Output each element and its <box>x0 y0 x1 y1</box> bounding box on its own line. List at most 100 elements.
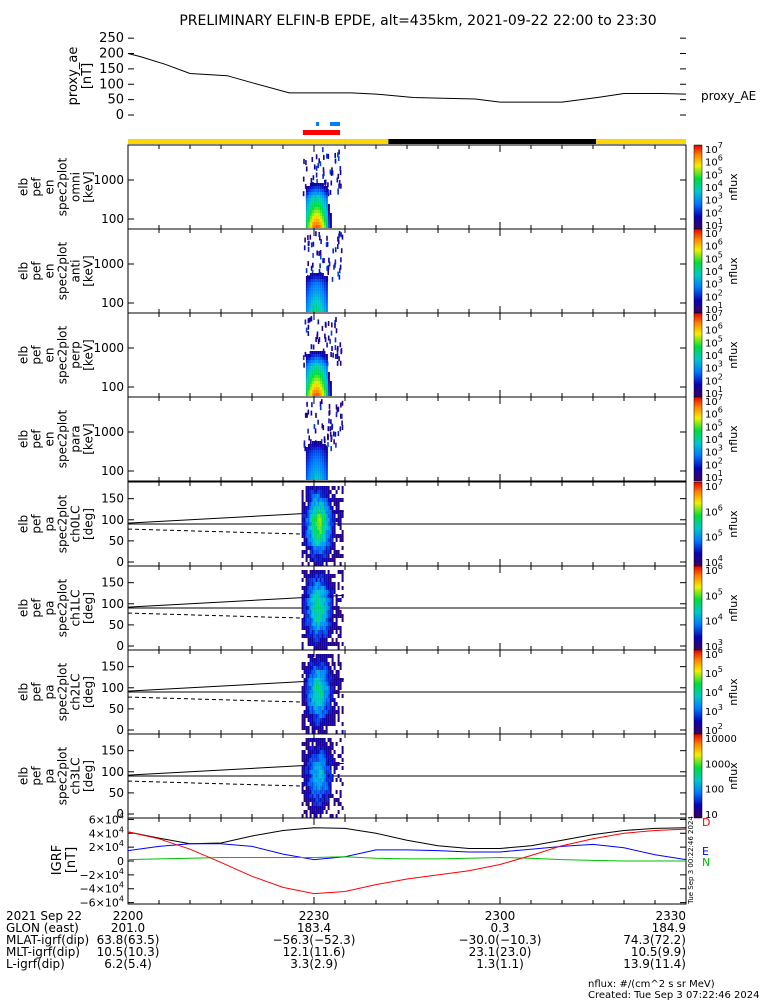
pitch-angle-cell <box>323 698 326 702</box>
pitch-angle-cell <box>325 494 328 498</box>
pitch-angle-cell <box>329 530 332 534</box>
pitch-angle-cell <box>317 698 320 702</box>
pitch-angle-cell <box>321 582 324 586</box>
pitch-angle-cell <box>303 682 306 686</box>
spectrogram-cell <box>313 390 316 393</box>
spectrogram-cell <box>319 216 322 219</box>
pitch-angle-cell <box>329 594 332 598</box>
spectrogram-cell <box>315 288 318 291</box>
pitch-angle-cells <box>301 738 344 818</box>
spectrogram-cell <box>311 360 314 363</box>
pitch-angle-cell <box>319 486 322 490</box>
spectrogram-cell <box>309 477 312 480</box>
pitch-angle-cell <box>307 530 310 534</box>
spectrogram-cell <box>335 317 337 322</box>
pitch-angle-cell <box>317 718 320 722</box>
pitch-angle-cell <box>327 782 330 786</box>
pitch-angle-cell <box>313 762 316 766</box>
pitch-angle-cell <box>323 610 326 614</box>
pitch-angle-cell <box>313 698 316 702</box>
pitch-angle-cell <box>331 654 334 658</box>
colorbar-label: nflux <box>727 257 740 285</box>
pitch-angle-cell <box>327 626 330 630</box>
spectrogram-cell <box>311 186 314 189</box>
pitch-angle-cell <box>321 774 324 778</box>
pitch-angle-cell <box>321 750 324 754</box>
spectrogram-cell <box>307 189 310 192</box>
y-axis-label: proxy_ae [nT] <box>66 47 95 106</box>
pitch-angle-cell <box>317 738 320 742</box>
pitch-angle-cells <box>301 486 344 566</box>
pitch-angle-cell <box>321 766 324 770</box>
spectrogram-cell <box>320 254 322 260</box>
pitch-angle-cell <box>325 746 328 750</box>
pitch-angle-cell <box>313 810 316 814</box>
pitch-angle-cell <box>333 678 336 682</box>
time-table-row-label: 2021 Sep 22 <box>6 909 82 923</box>
spectrogram-cell <box>305 268 308 274</box>
pitch-angle-cell <box>341 554 344 558</box>
pitch-angle-cell <box>301 514 304 518</box>
pitch-angle-cell <box>315 774 318 778</box>
spectrogram-cell <box>315 207 318 210</box>
spectrogram-cell <box>311 216 314 219</box>
pitch-angle-cell <box>331 774 334 778</box>
pitch-angle-cell <box>317 550 320 554</box>
pitch-angle-cell <box>301 494 304 498</box>
spectrogram-cell <box>311 354 314 357</box>
pitch-angle-cell <box>315 694 318 698</box>
pitch-angle-cell <box>337 610 340 614</box>
spectrogram-cell <box>319 195 322 198</box>
pitch-angle-cell <box>331 622 334 626</box>
pitch-angle-cell <box>331 814 334 818</box>
spectrogram-cell <box>325 291 328 294</box>
pitch-angle-cell <box>305 606 308 610</box>
spectrogram-cell <box>315 381 318 384</box>
pitch-angle-cell <box>339 598 342 602</box>
spectrogram-cell <box>307 354 310 357</box>
pitch-angle-cell <box>309 498 312 502</box>
pitch-angle-cell <box>333 682 336 686</box>
pitch-angle-cell <box>333 798 336 802</box>
pitch-angle-cell <box>309 586 312 590</box>
spectrogram-cell <box>307 360 310 363</box>
spectrogram-cell <box>321 378 324 381</box>
pitch-angle-cell <box>327 770 330 774</box>
spectrogram-cell <box>334 152 336 158</box>
pitch-angle-cell <box>317 810 320 814</box>
spectrogram-cell <box>321 471 324 474</box>
spectrogram-cell <box>334 259 337 265</box>
spectrogram-cell <box>325 393 328 396</box>
pitch-angle-cell <box>325 786 328 790</box>
pitch-angle-cell <box>305 510 308 514</box>
pitch-angle-cell <box>309 654 312 658</box>
pitch-angle-cell <box>319 678 322 682</box>
pitch-angle-cell <box>315 770 318 774</box>
y-axis-label-line: spec2plot <box>56 494 70 553</box>
pitch-angle-cell <box>309 642 312 646</box>
pitch-angle-cell <box>313 626 316 630</box>
spectrogram-cell <box>305 450 308 453</box>
pitch-angle-cell <box>309 658 312 662</box>
y-tick-label: 4×104 <box>89 825 124 840</box>
y-tick-label: 50 <box>109 786 124 800</box>
pitch-angle-cell <box>325 490 328 494</box>
y-axis-label-line: [nT] <box>64 847 79 873</box>
spectrogram-cell <box>305 390 308 393</box>
pitch-angle-cell <box>329 534 332 538</box>
pitch-angle-cell <box>313 778 316 782</box>
pitch-angle-cell <box>325 502 328 506</box>
pitch-angle-cell <box>317 678 320 682</box>
pitch-angle-cell <box>311 686 314 690</box>
pitch-angle-cell <box>337 658 340 662</box>
pitch-angle-cell <box>325 690 328 694</box>
pitch-angle-cell <box>305 786 308 790</box>
spectrogram-cell <box>319 444 322 447</box>
spectrogram-cell <box>329 431 332 437</box>
pitch-angle-cell <box>305 614 308 618</box>
pitch-angle-cell <box>311 494 314 498</box>
spectrogram-cell <box>313 465 316 468</box>
spectrogram-cell <box>311 189 314 192</box>
spectrogram-cell <box>321 186 324 189</box>
pitch-angle-cell <box>325 610 328 614</box>
